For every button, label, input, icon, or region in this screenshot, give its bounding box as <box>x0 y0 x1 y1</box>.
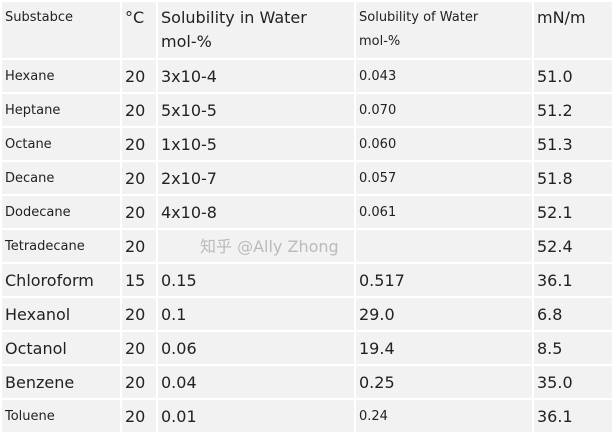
cell-sol-of-water: 0.057 <box>354 160 534 196</box>
cell-temp: 20 <box>120 194 158 230</box>
cell-tension: 51.3 <box>532 126 612 162</box>
cell-tension: 52.4 <box>532 228 612 264</box>
cell-sol-of-water: 0.25 <box>354 364 534 400</box>
cell-sol-of-water: 0.070 <box>354 92 534 128</box>
cell-sol-in-water: 3x10-4 <box>156 58 356 94</box>
cell-sol-of-water: 0.060 <box>354 126 534 162</box>
table-row: Chloroform 15 0.15 0.517 36.1 <box>0 262 612 298</box>
cell-substance: Decane <box>0 160 122 196</box>
cell-sol-of-water: 19.4 <box>354 330 534 366</box>
cell-sol-of-water: 0.517 <box>354 262 534 298</box>
cell-substance: Hexanol <box>0 296 122 332</box>
table-row: Hexanol 20 0.1 29.0 6.8 <box>0 296 612 332</box>
cell-sol-in-water: 5x10-5 <box>156 92 356 128</box>
cell-temp: 20 <box>120 58 158 94</box>
table-row: Dodecane 20 4x10-8 0.061 52.1 <box>0 194 612 230</box>
cell-tension: 35.0 <box>532 364 612 400</box>
cell-sol-in-water: 1x10-5 <box>156 126 356 162</box>
cell-tension: 8.5 <box>532 330 612 366</box>
cell-substance: Tetradecane <box>0 228 122 264</box>
cell-sol-in-water: 2x10-7 <box>156 160 356 196</box>
cell-tension: 36.1 <box>532 398 612 434</box>
cell-substance: Dodecane <box>0 194 122 230</box>
cell-tension: 51.2 <box>532 92 612 128</box>
cell-tension: 6.8 <box>532 296 612 332</box>
cell-sol-in-water <box>156 228 356 264</box>
cell-tension: 52.1 <box>532 194 612 230</box>
table-row: Heptane 20 5x10-5 0.070 51.2 <box>0 92 612 128</box>
header-tension: mN/m <box>532 0 612 60</box>
cell-temp: 20 <box>120 126 158 162</box>
table-row: Octane 20 1x10-5 0.060 51.3 <box>0 126 612 162</box>
cell-sol-in-water: 4x10-8 <box>156 194 356 230</box>
header-temp: °C <box>120 0 158 60</box>
cell-sol-in-water: 0.15 <box>156 262 356 298</box>
cell-tension: 51.8 <box>532 160 612 196</box>
cell-substance: Octanol <box>0 330 122 366</box>
cell-substance: Hexane <box>0 58 122 94</box>
table-row: Hexane 20 3x10-4 0.043 51.0 <box>0 58 612 94</box>
cell-sol-of-water: 0.043 <box>354 58 534 94</box>
cell-substance: Benzene <box>0 364 122 400</box>
cell-tension: 51.0 <box>532 58 612 94</box>
table-row: Benzene 20 0.04 0.25 35.0 <box>0 364 612 400</box>
cell-substance: Octane <box>0 126 122 162</box>
cell-temp: 20 <box>120 330 158 366</box>
table-row: Toluene 20 0.01 0.24 36.1 <box>0 398 612 434</box>
table-row: Tetradecane 20 52.4 <box>0 228 612 264</box>
table-row: Decane 20 2x10-7 0.057 51.8 <box>0 160 612 196</box>
cell-temp: 20 <box>120 160 158 196</box>
cell-sol-of-water: 29.0 <box>354 296 534 332</box>
cell-sol-of-water: 0.061 <box>354 194 534 230</box>
cell-sol-of-water: 0.24 <box>354 398 534 434</box>
header-substance: Substabce <box>0 0 122 60</box>
cell-temp: 15 <box>120 262 158 298</box>
cell-sol-of-water <box>354 228 534 264</box>
cell-substance: Toluene <box>0 398 122 434</box>
cell-temp: 20 <box>120 296 158 332</box>
cell-temp: 20 <box>120 364 158 400</box>
cell-temp: 20 <box>120 92 158 128</box>
header-sol-in-water: Solubility in Water mol-% <box>156 0 356 60</box>
header-row: Substabce °C Solubility in Water mol-% S… <box>0 0 612 60</box>
cell-tension: 36.1 <box>532 262 612 298</box>
cell-sol-in-water: 0.1 <box>156 296 356 332</box>
cell-substance: Heptane <box>0 92 122 128</box>
cell-temp: 20 <box>120 228 158 264</box>
cell-substance: Chloroform <box>0 262 122 298</box>
table-row: Octanol 20 0.06 19.4 8.5 <box>0 330 612 366</box>
cell-sol-in-water: 0.01 <box>156 398 356 434</box>
header-sol-of-water: Solubility of Water mol-% <box>354 0 534 60</box>
cell-temp: 20 <box>120 398 158 434</box>
cell-sol-in-water: 0.04 <box>156 364 356 400</box>
cell-sol-in-water: 0.06 <box>156 330 356 366</box>
